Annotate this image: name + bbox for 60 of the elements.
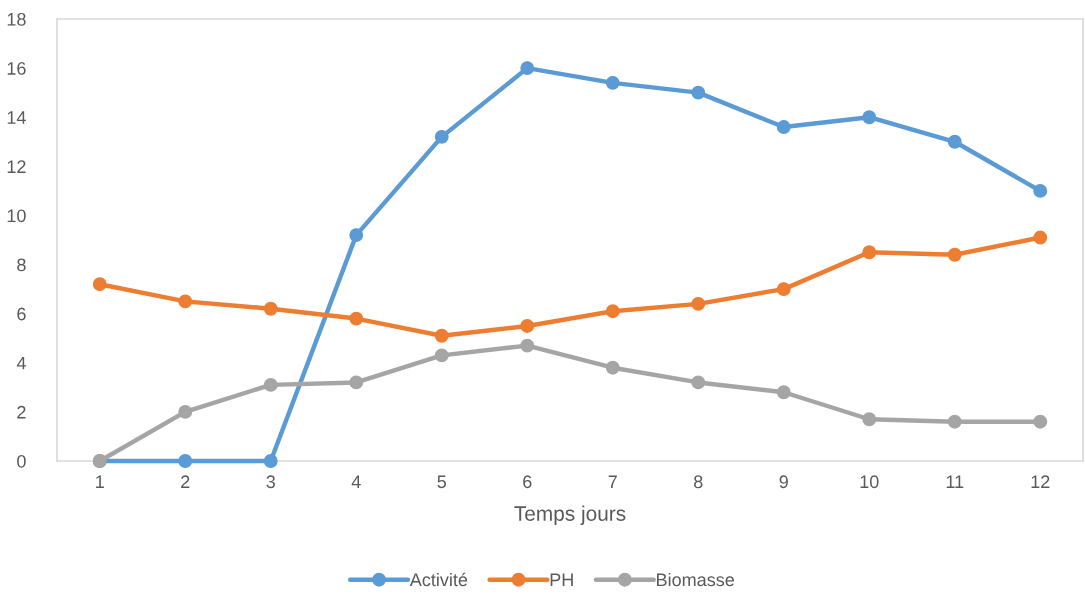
- point: [263, 454, 278, 468]
- x-axis-title: Temps jours: [514, 505, 626, 526]
- x-tick-label: 12: [1031, 475, 1050, 488]
- point: [434, 348, 449, 363]
- point: [605, 304, 620, 319]
- legend-label: Activité: [409, 572, 468, 587]
- point: [862, 412, 877, 427]
- point: [691, 375, 706, 390]
- point: [178, 404, 193, 419]
- point: [691, 296, 706, 311]
- point: [862, 245, 877, 260]
- point: [263, 301, 278, 316]
- point: [947, 134, 962, 149]
- point: [178, 454, 193, 468]
- point: [92, 277, 107, 292]
- point: [434, 129, 449, 144]
- point: [1033, 183, 1048, 198]
- y-tick-label: 0: [17, 454, 26, 468]
- point: [605, 360, 620, 375]
- point: [776, 282, 791, 297]
- point: [691, 85, 706, 100]
- legend-label: PH: [550, 573, 573, 587]
- x-tick-label: 5: [437, 475, 447, 489]
- x-tick-label: 9: [779, 475, 788, 489]
- y-tick-label: 12: [7, 160, 26, 173]
- x-tick-label: 10: [860, 475, 879, 489]
- y-tick-label: 2: [17, 405, 26, 419]
- point: [1033, 230, 1048, 245]
- point: [862, 110, 877, 125]
- point: [349, 228, 364, 243]
- point: [349, 311, 364, 326]
- point: [434, 328, 449, 343]
- y-tick-label: 4: [16, 356, 26, 370]
- x-tick-label: 11: [946, 475, 964, 488]
- y-tick-label: 16: [7, 62, 26, 75]
- point: [947, 247, 962, 262]
- point: [263, 377, 278, 392]
- point: [520, 61, 535, 76]
- x-tick-label: 7: [608, 475, 617, 488]
- x-tick-label: 2: [181, 475, 190, 488]
- x-tick-label: 1: [96, 475, 104, 488]
- y-tick-label: 14: [7, 111, 26, 124]
- point: [349, 375, 364, 390]
- y-tick-label: 18: [7, 12, 26, 26]
- y-tick-label: 8: [17, 258, 26, 272]
- point: [947, 414, 962, 429]
- legend-label: Biomasse: [657, 572, 735, 587]
- y-tick-label: 6: [17, 307, 26, 321]
- x-tick-label: 3: [266, 475, 275, 489]
- point: [520, 318, 535, 333]
- point: [776, 120, 791, 134]
- point: [1033, 414, 1048, 429]
- x-tick-label: 4: [351, 475, 361, 488]
- y-tick-label: 10: [7, 209, 26, 223]
- point: [178, 294, 193, 309]
- point: [776, 385, 791, 400]
- x-tick-label: 8: [694, 475, 703, 489]
- x-tick-label: 6: [523, 475, 532, 489]
- point: [605, 75, 620, 90]
- point: [520, 338, 535, 353]
